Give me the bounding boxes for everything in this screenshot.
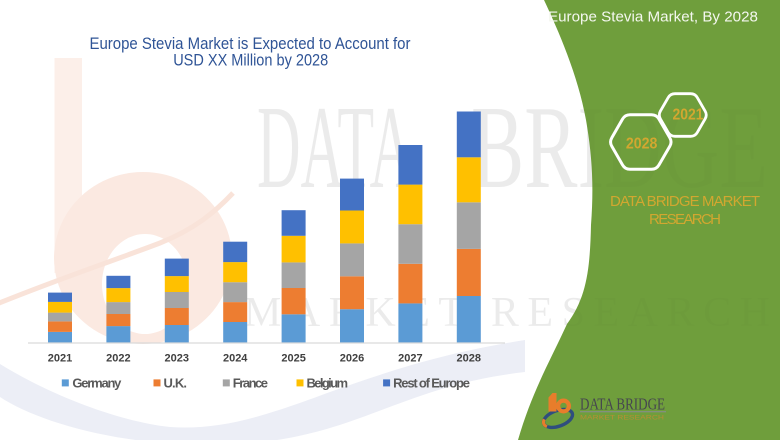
svg-text:MARKET RESEARCH: MARKET RESEARCH (580, 416, 664, 422)
svg-text:2024: 2024 (223, 353, 248, 365)
svg-text:Europe Stevia Market is Expect: Europe Stevia Market is Expected to Acco… (90, 35, 411, 53)
svg-text:U.K.: U.K. (164, 376, 188, 391)
svg-text:2028: 2028 (626, 136, 658, 153)
svg-text:2021: 2021 (48, 353, 72, 365)
svg-text:2025: 2025 (281, 353, 305, 365)
svg-text:DATA BRIDGE MARKET: DATA BRIDGE MARKET (610, 193, 760, 210)
svg-text:DATA: DATA (257, 81, 413, 213)
svg-text:2022: 2022 (106, 353, 130, 365)
svg-text:2021: 2021 (673, 107, 704, 124)
svg-text:Europe Stevia Market, By 2028: Europe Stevia Market, By 2028 (548, 9, 758, 26)
svg-text:2023: 2023 (165, 353, 189, 365)
svg-text:Rest of Europe: Rest of Europe (393, 376, 470, 391)
svg-text:2026: 2026 (340, 353, 364, 365)
svg-text:2027: 2027 (398, 353, 422, 365)
svg-text:Belgium: Belgium (307, 376, 349, 391)
svg-text:USD XX Million by 2028: USD XX Million by 2028 (173, 51, 328, 69)
svg-text:BRIDGE: BRIDGE (471, 81, 768, 213)
svg-text:DATA BRIDGE: DATA BRIDGE (580, 395, 665, 414)
svg-text:RESEARCH: RESEARCH (649, 211, 721, 228)
svg-text:Germany: Germany (72, 376, 122, 391)
svg-text:France: France (233, 376, 268, 391)
svg-text:2028: 2028 (457, 353, 481, 365)
